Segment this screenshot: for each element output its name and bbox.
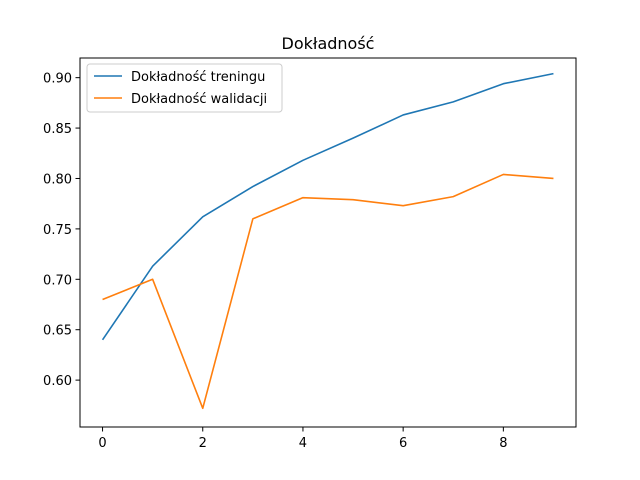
y-axis-ticks: 0.60 0.65 0.70 0.75 0.80 0.85 0.90 <box>43 72 80 389</box>
x-axis-ticks: 0 2 4 6 8 <box>98 427 507 451</box>
y-tick-label: 0.80 <box>43 172 72 187</box>
y-tick-label: 0.75 <box>43 223 72 238</box>
y-tick-label: 0.65 <box>43 324 72 339</box>
chart-title: Dokładność <box>282 34 375 53</box>
y-tick-label: 0.60 <box>43 374 72 389</box>
series-lines <box>101 72 554 410</box>
series-line-training <box>101 72 554 341</box>
x-tick-label: 8 <box>499 436 507 451</box>
plot-frame <box>79 57 577 428</box>
legend: Dokładność treningu Dokładność walidacji <box>86 63 283 113</box>
legend-label-training: Dokładność treningu <box>131 70 265 85</box>
y-tick-label: 0.85 <box>43 122 72 137</box>
x-tick-label: 6 <box>399 436 407 451</box>
legend-box <box>86 63 283 113</box>
series-line-validation <box>102 173 554 410</box>
x-tick-label: 4 <box>299 436 307 451</box>
legend-label-validation: Dokładność walidacji <box>131 92 267 107</box>
x-tick-label: 2 <box>199 436 207 451</box>
x-tick-label: 0 <box>98 436 106 451</box>
y-tick-label: 0.70 <box>43 273 72 288</box>
y-tick-label: 0.90 <box>43 72 72 87</box>
